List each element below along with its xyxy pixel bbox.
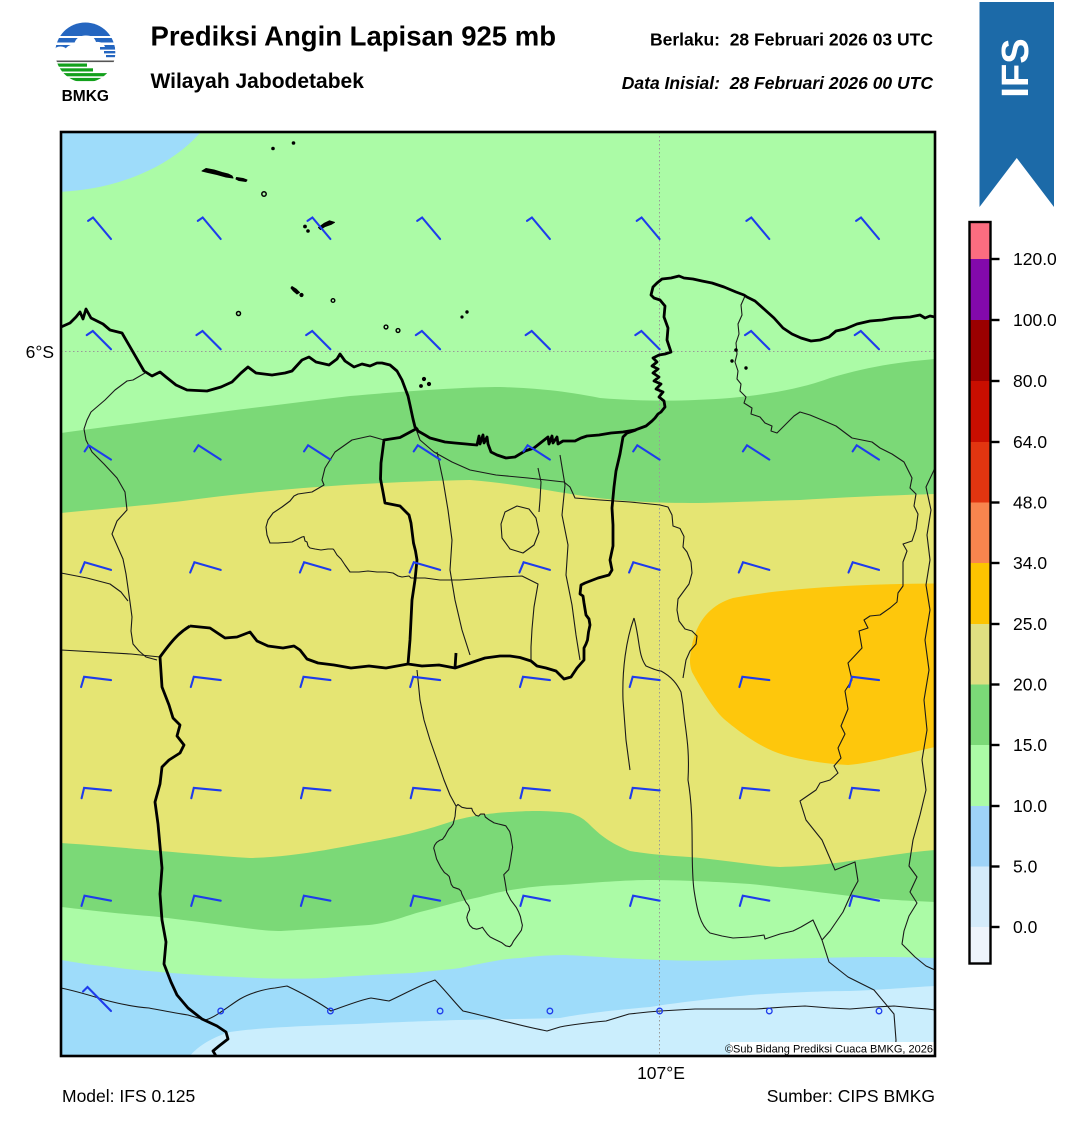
svg-text:64.0: 64.0 — [1013, 432, 1047, 452]
svg-text:107°E: 107°E — [637, 1063, 685, 1083]
svg-text:5.0: 5.0 — [1013, 857, 1038, 877]
svg-text:6°S: 6°S — [26, 342, 54, 362]
svg-text:Sumber: CIPS BMKG: Sumber: CIPS BMKG — [767, 1086, 935, 1106]
svg-text:Berlaku: 28 Februari 2026 03: Berlaku: 28 Februari 2026 03 UTC — [650, 30, 933, 50]
svg-text:Wilayah Jabodetabek: Wilayah Jabodetabek — [151, 70, 365, 93]
svg-text:0.0: 0.0 — [1013, 917, 1038, 937]
svg-text:48.0: 48.0 — [1013, 493, 1047, 513]
svg-text:BMKG: BMKG — [62, 88, 109, 105]
svg-text:Data Inisial: 28 Februari 202: Data Inisial: 28 Februari 2026 00 UTC — [622, 73, 934, 93]
svg-text:Model: IFS 0.125: Model: IFS 0.125 — [62, 1086, 195, 1106]
svg-text:25.0: 25.0 — [1013, 614, 1047, 634]
svg-text:20.0: 20.0 — [1013, 675, 1047, 695]
svg-text:34.0: 34.0 — [1013, 553, 1047, 573]
svg-text:15.0: 15.0 — [1013, 735, 1047, 755]
svg-text:80.0: 80.0 — [1013, 371, 1047, 391]
svg-text:IFS: IFS — [995, 38, 1037, 97]
svg-text:120.0: 120.0 — [1013, 249, 1057, 269]
svg-text:©Sub Bidang Prediksi Cuaca BMK: ©Sub Bidang Prediksi Cuaca BMKG, 2026 — [725, 1044, 933, 1056]
svg-text:Prediksi Angin Lapisan 925 mb: Prediksi Angin Lapisan 925 mb — [151, 21, 557, 52]
svg-text:100.0: 100.0 — [1013, 310, 1057, 330]
svg-text:10.0: 10.0 — [1013, 796, 1047, 816]
